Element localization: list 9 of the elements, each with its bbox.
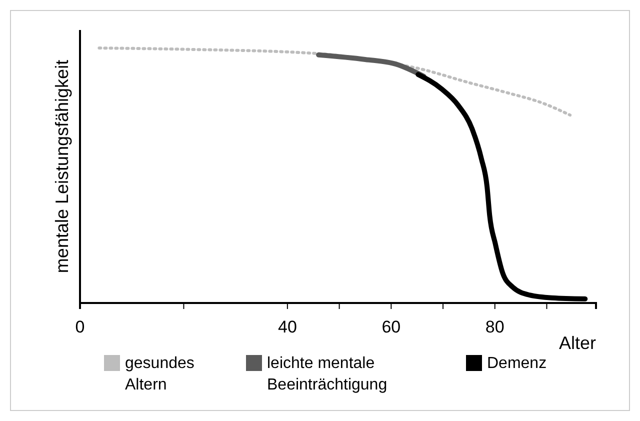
x-tick-label: 60 bbox=[382, 317, 401, 336]
x-tick-label: 80 bbox=[485, 317, 504, 336]
legend-label: Demenz bbox=[487, 355, 547, 372]
x-axis-title: Alter bbox=[558, 333, 596, 353]
x-tick-label: 0 bbox=[75, 317, 85, 336]
y-axis-title: mentale Leistungsfähigkeit bbox=[52, 60, 72, 274]
x-tick-label: 40 bbox=[278, 317, 297, 336]
legend-label: leichte mentale Beeinträchtigung bbox=[267, 355, 388, 394]
legend-label: gesundes Altern bbox=[125, 355, 194, 394]
